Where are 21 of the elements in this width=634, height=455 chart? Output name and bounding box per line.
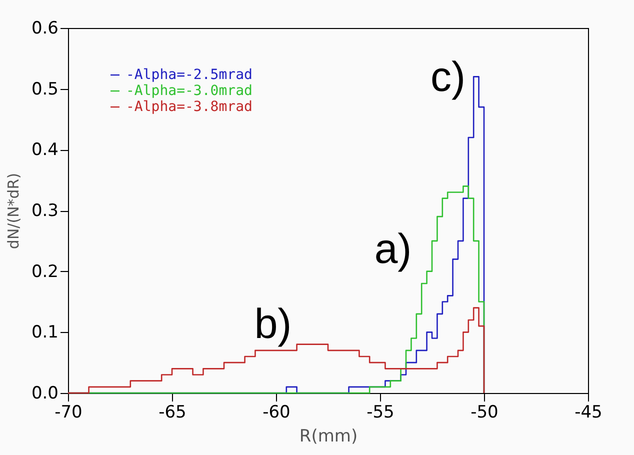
x-tick-label: -70 [54,402,82,422]
x-tick-label: -45 [574,402,602,422]
legend-label: -Alpha=-3.8mrad [126,99,252,115]
legend-label: -Alpha=-2.5mrad [126,67,252,83]
x-tick-label: -65 [158,402,186,422]
y-tick-label: 0.4 [31,140,58,160]
y-axis-title: dN/(N*dR) [4,172,22,250]
y-tick-label: 0.2 [31,262,58,282]
x-axis-title: R(mm) [299,426,358,446]
annotation: b) [254,300,292,347]
y-tick-label: 0.6 [31,18,58,38]
x-tick-label: -55 [366,402,394,422]
x-tick-label: -60 [262,402,290,422]
y-tick-label: 0.1 [31,322,58,343]
y-tick-label: 0.3 [31,201,58,221]
y-tick-label: 0.5 [31,79,58,100]
x-tick-label: -50 [470,402,498,422]
y-tick-label: 0.0 [31,384,58,404]
legend-label: -Alpha=-3.0mrad [126,83,252,99]
annotation: c) [430,53,466,100]
annotation: a) [374,225,412,272]
